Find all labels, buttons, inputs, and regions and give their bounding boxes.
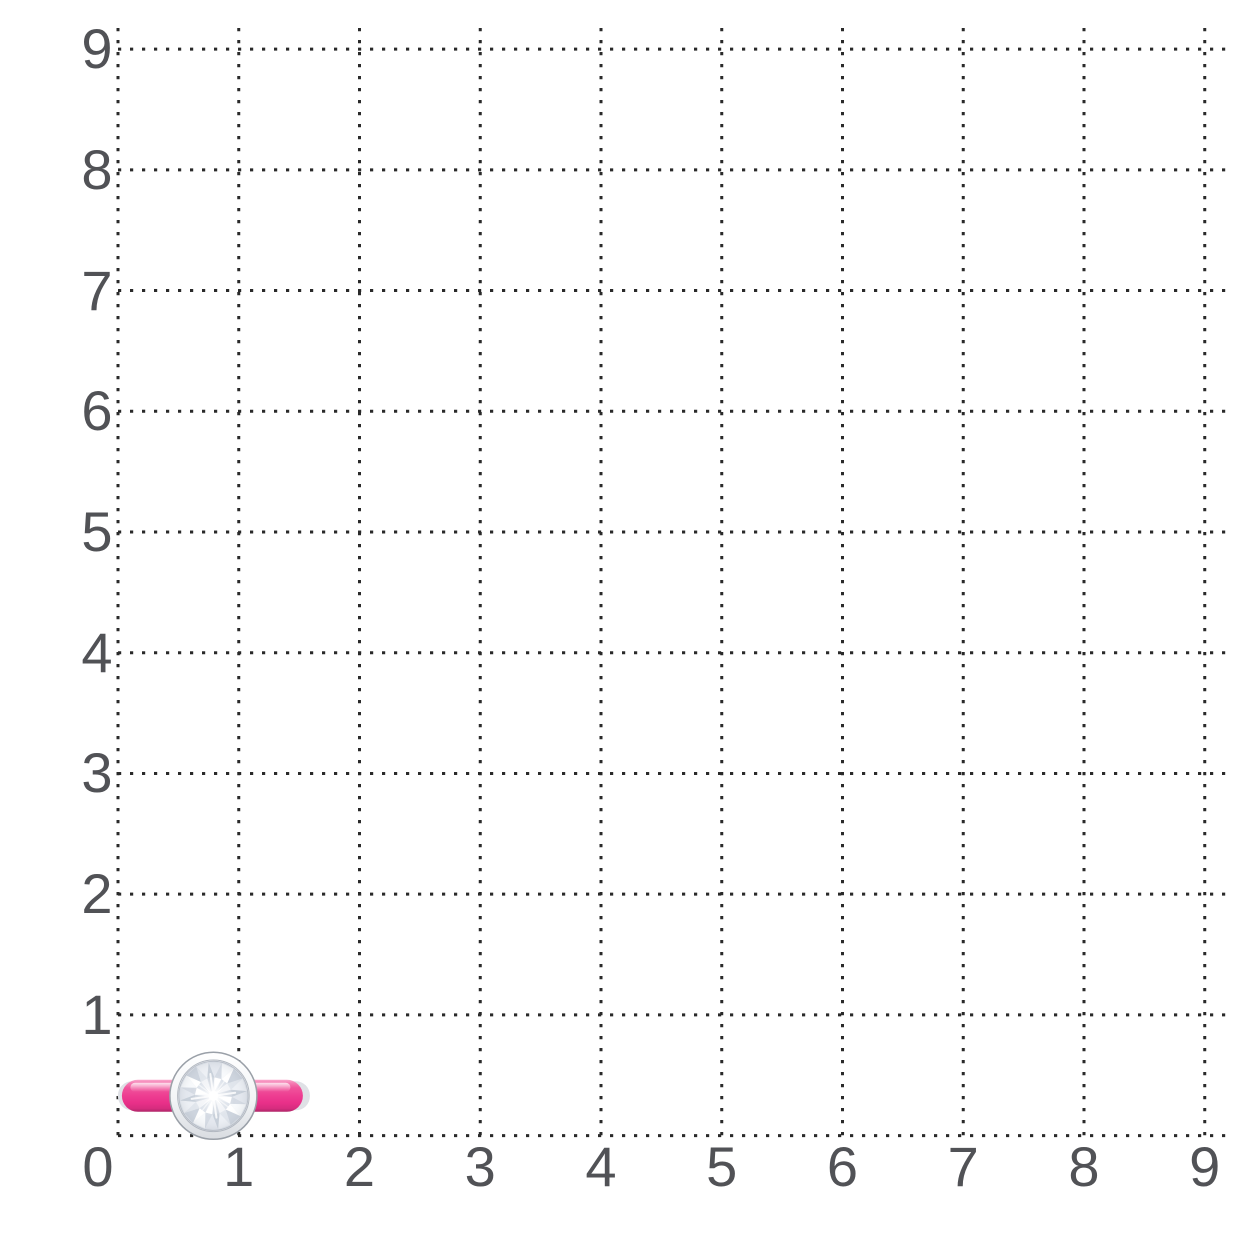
x-tick-label: 9: [1189, 1135, 1221, 1198]
y-tick-label: 4: [81, 620, 113, 684]
diamond-flare: [178, 1061, 248, 1131]
y-tick-label: 6: [81, 379, 113, 443]
y-tick-label: 9: [81, 17, 113, 81]
y-tick-label: 8: [81, 137, 113, 201]
bezel-lip: [177, 1059, 250, 1133]
ring-object[interactable]: [117, 1051, 310, 1141]
y-tick-label: 3: [81, 741, 113, 805]
diamond: [178, 1060, 249, 1131]
x-tick-label: 4: [585, 1135, 617, 1198]
x-tick-label: 3: [464, 1135, 496, 1198]
x-tick-label: 7: [947, 1135, 979, 1198]
y-tick-label: 5: [81, 500, 113, 563]
x-tick-label: 0: [82, 1135, 114, 1198]
y-tick-label: 7: [81, 258, 113, 322]
x-tick-label: 6: [826, 1135, 859, 1198]
x-tick-label: 2: [343, 1135, 376, 1198]
y-tick-label: 2: [81, 862, 113, 926]
x-tick-label: 5: [706, 1135, 738, 1198]
y-tick-label: 1: [81, 982, 113, 1046]
x-tick-label: 8: [1068, 1135, 1100, 1198]
x-tick-label: 1: [223, 1135, 255, 1198]
gridlines: [116, 28, 1233, 1138]
